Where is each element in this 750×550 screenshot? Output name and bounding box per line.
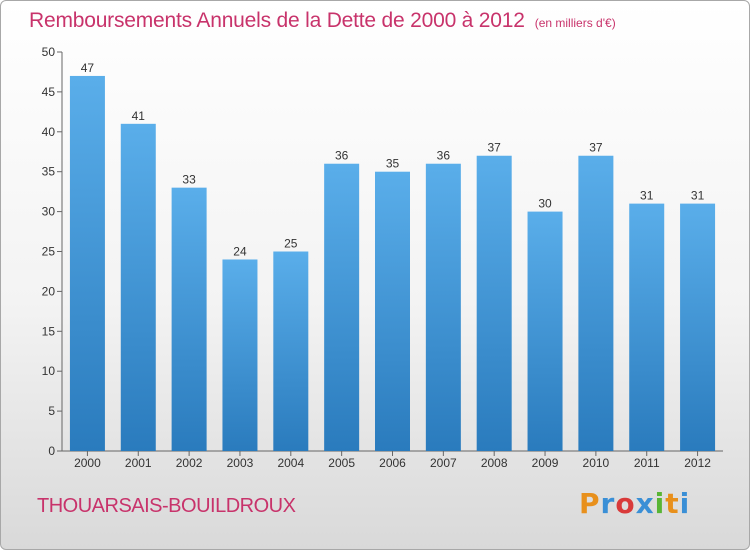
bar-value-label: 31 xyxy=(691,189,705,203)
x-tick-label: 2012 xyxy=(684,456,711,470)
brand-letter: x xyxy=(635,487,655,520)
bar xyxy=(527,211,563,451)
x-tick-label: 2005 xyxy=(328,456,355,470)
x-tick-label: 2009 xyxy=(532,456,559,470)
y-tick-label: 0 xyxy=(48,444,55,458)
x-tick-label: 2001 xyxy=(125,456,152,470)
x-tick-label: 2008 xyxy=(481,456,508,470)
x-tick-label: 2000 xyxy=(74,456,101,470)
proxiti-logo[interactable]: Proxiti xyxy=(579,487,690,520)
brand-letter: r xyxy=(600,487,616,520)
y-tick-label: 50 xyxy=(42,45,56,59)
bar-value-label: 41 xyxy=(132,109,146,123)
bar xyxy=(120,123,156,451)
x-tick-label: 2002 xyxy=(176,456,203,470)
brand-letter: P xyxy=(579,487,601,520)
brand-letter: i xyxy=(679,487,691,520)
y-tick-label: 40 xyxy=(42,125,56,139)
x-tick-label: 2006 xyxy=(379,456,406,470)
commune-name: THOUARSAIS-BOUILDROUX xyxy=(37,495,296,517)
x-tick-label: 2004 xyxy=(277,456,304,470)
brand-letter: t xyxy=(665,487,680,520)
brand-letter: o xyxy=(615,487,636,520)
bar xyxy=(425,163,461,451)
y-tick-label: 30 xyxy=(42,205,56,219)
chart-title: Remboursements Annuels de la Dette de 20… xyxy=(29,9,616,33)
bar-value-label: 25 xyxy=(284,237,298,251)
brand-letter: i xyxy=(654,487,666,520)
bar xyxy=(680,203,716,451)
bar-value-label: 30 xyxy=(538,197,552,211)
bar-value-label: 36 xyxy=(335,149,349,163)
bar xyxy=(476,155,512,452)
bar-value-label: 24 xyxy=(233,244,247,258)
y-tick-label: 15 xyxy=(42,324,56,338)
chart-bars: 47 41 33 24 25 36 35 36 37 30 37 31 31 xyxy=(69,61,716,452)
bar-value-label: 36 xyxy=(437,149,451,163)
bar xyxy=(375,171,410,451)
bar xyxy=(222,259,258,451)
chart-title-text: Remboursements Annuels de la Dette de 20… xyxy=(29,9,525,32)
bar-value-label: 31 xyxy=(640,189,654,203)
bar xyxy=(324,163,360,451)
y-tick-label: 25 xyxy=(42,245,56,259)
bar-value-label: 47 xyxy=(81,61,95,75)
y-tick-label: 10 xyxy=(42,364,56,378)
y-tick-label: 35 xyxy=(42,165,56,179)
bar xyxy=(171,187,207,451)
y-tick-label: 5 xyxy=(48,404,55,418)
bar-value-label: 37 xyxy=(488,141,502,155)
x-tick-label: 2011 xyxy=(634,456,660,470)
y-tick-label: 45 xyxy=(42,85,56,99)
x-tick-label: 2003 xyxy=(227,456,254,470)
bar-value-label: 35 xyxy=(386,157,400,171)
bar-value-label: 33 xyxy=(182,173,196,187)
x-tick-label: 2007 xyxy=(430,456,457,470)
x-tick-label: 2010 xyxy=(583,456,610,470)
chart-unit: (en milliers d'€) xyxy=(534,16,616,30)
bar xyxy=(578,155,614,452)
bar xyxy=(69,75,105,451)
y-tick-label: 20 xyxy=(42,284,56,298)
bar xyxy=(629,203,665,451)
bar-value-label: 37 xyxy=(589,141,603,155)
bar xyxy=(273,251,309,451)
